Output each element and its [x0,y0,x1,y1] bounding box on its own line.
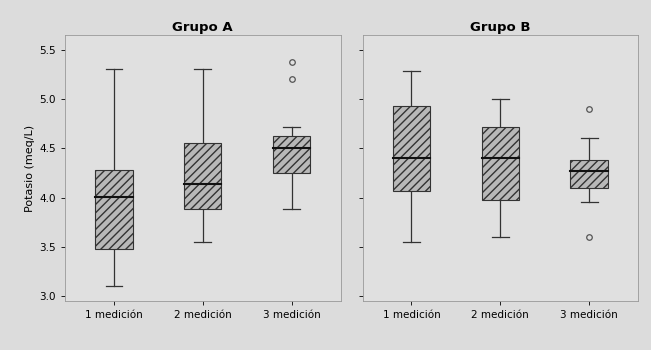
Bar [184,144,221,209]
Y-axis label: Potasio (meq/L): Potasio (meq/L) [25,125,35,211]
Bar [95,170,133,249]
Bar [570,160,608,188]
Title: Grupo A: Grupo A [173,21,233,34]
Bar [482,127,519,200]
Bar [393,106,430,191]
Title: Grupo B: Grupo B [470,21,531,34]
Bar [273,136,311,173]
